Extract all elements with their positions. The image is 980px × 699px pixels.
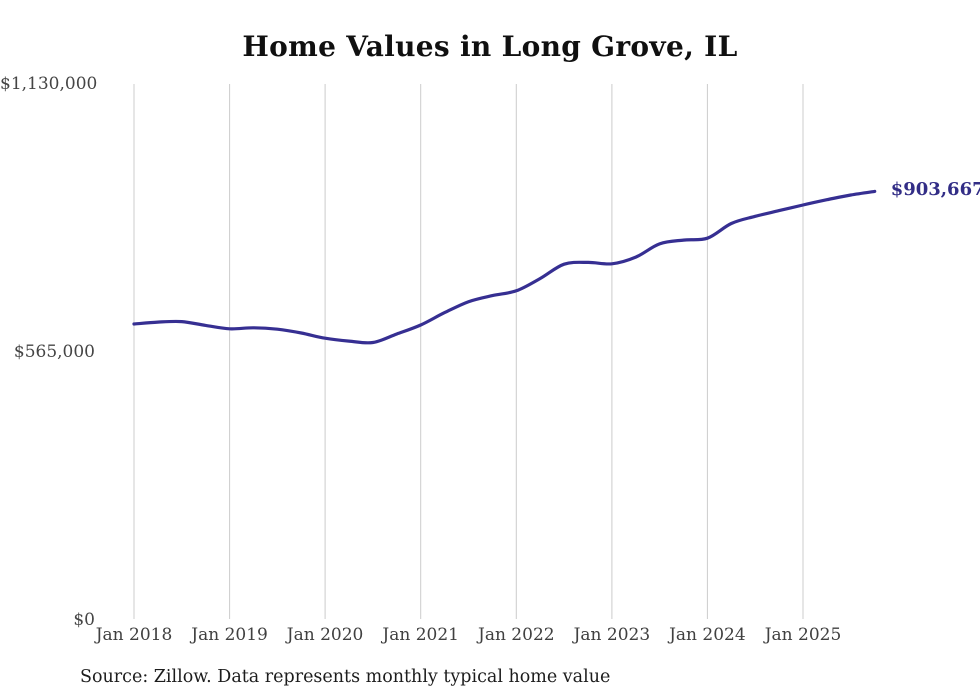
y-tick-label: $0 — [73, 610, 95, 630]
source-note: Source: Zillow. Data represents monthly … — [80, 667, 611, 687]
y-tick-label: $1,130,000 — [0, 74, 98, 94]
x-tick-label: Jan 2024 — [669, 625, 746, 645]
y-tick-label: $565,000 — [13, 342, 95, 362]
x-tick-label: Jan 2020 — [286, 625, 364, 645]
x-tick-label: Jan 2023 — [573, 625, 651, 645]
home-value-line — [132, 189, 877, 345]
x-tick-label: Jan 2019 — [191, 625, 268, 645]
chart-title: Home Values in Long Grove, IL — [242, 30, 738, 63]
gridlines-group — [133, 84, 804, 619]
x-tick-label: Jan 2022 — [478, 625, 555, 645]
x-tick-label: Jan 2018 — [95, 625, 173, 645]
latest-value-label: $903,667 — [890, 179, 980, 201]
x-tick-label: Jan 2021 — [382, 625, 459, 645]
x-tick-label: Jan 2025 — [764, 625, 842, 645]
